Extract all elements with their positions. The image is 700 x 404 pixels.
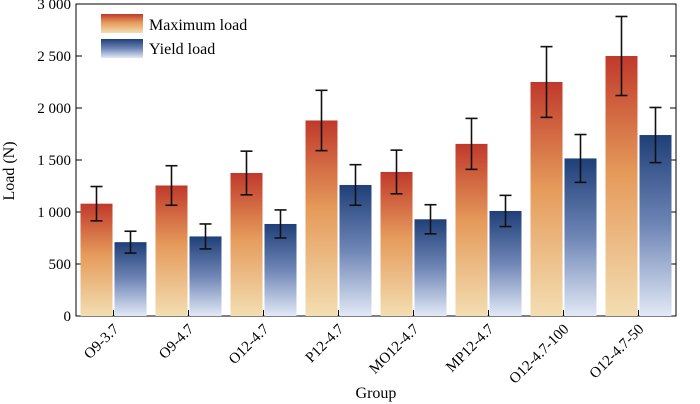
bar-maximum-load bbox=[455, 143, 488, 316]
bar-maximum-load bbox=[530, 82, 563, 316]
y-tick-label: 3 000 bbox=[37, 0, 71, 13]
bar-maximum-load bbox=[230, 173, 263, 316]
x-tick-label: O12-4.7-100 bbox=[507, 322, 573, 388]
bars bbox=[80, 15, 672, 316]
y-axis: 0 500 1 000 1 500 2 000 2 500 3 000 bbox=[37, 0, 676, 325]
y-tick-label: 1 000 bbox=[37, 205, 71, 221]
bar-maximum-load bbox=[380, 171, 413, 316]
x-tick-label: O12-4.7-50 bbox=[587, 322, 648, 383]
x-tick-label: O12-4.7 bbox=[226, 321, 273, 368]
legend-swatch-yield-load bbox=[101, 39, 143, 58]
bar-yield-load bbox=[489, 210, 522, 316]
bar-yield-load bbox=[339, 184, 372, 316]
y-tick-label: 1 500 bbox=[37, 153, 71, 169]
x-tick-label: O9-3.7 bbox=[81, 321, 122, 362]
legend-label-yield-load: Yield load bbox=[149, 41, 215, 58]
bar-yield-load bbox=[564, 158, 597, 316]
y-tick-label: 500 bbox=[49, 257, 72, 273]
legend: Maximum load Yield load bbox=[101, 14, 247, 58]
legend-swatch-maximum-load bbox=[101, 14, 143, 33]
bar-yield-load bbox=[264, 223, 297, 316]
x-tick-label: MO12-4.7 bbox=[367, 321, 423, 377]
y-tick-label: 2 500 bbox=[37, 49, 71, 65]
bar-maximum-load bbox=[305, 120, 338, 316]
bar-maximum-load bbox=[155, 185, 188, 316]
bar-yield-load bbox=[114, 242, 147, 316]
x-axis-title: Group bbox=[356, 385, 397, 402]
x-tick-label: MP12-4.7 bbox=[443, 321, 497, 375]
legend-label-maximum-load: Maximum load bbox=[149, 17, 247, 34]
y-axis-title: Load (N) bbox=[1, 141, 18, 200]
bar-maximum-load bbox=[80, 203, 113, 316]
x-tick-label: P12-4.7 bbox=[303, 321, 348, 366]
y-tick-label: 0 bbox=[64, 309, 72, 325]
y-tick-label: 2 000 bbox=[37, 101, 71, 117]
bar-yield-load bbox=[639, 135, 672, 316]
bar-maximum-load bbox=[605, 56, 638, 316]
bar-yield-load bbox=[414, 219, 447, 316]
x-axis: O9-3.7 O9-4.7 O12-4.7 P12-4.7 MO12-4.7 MP12-4… bbox=[81, 310, 647, 387]
x-tick-label: O9-4.7 bbox=[156, 321, 197, 362]
